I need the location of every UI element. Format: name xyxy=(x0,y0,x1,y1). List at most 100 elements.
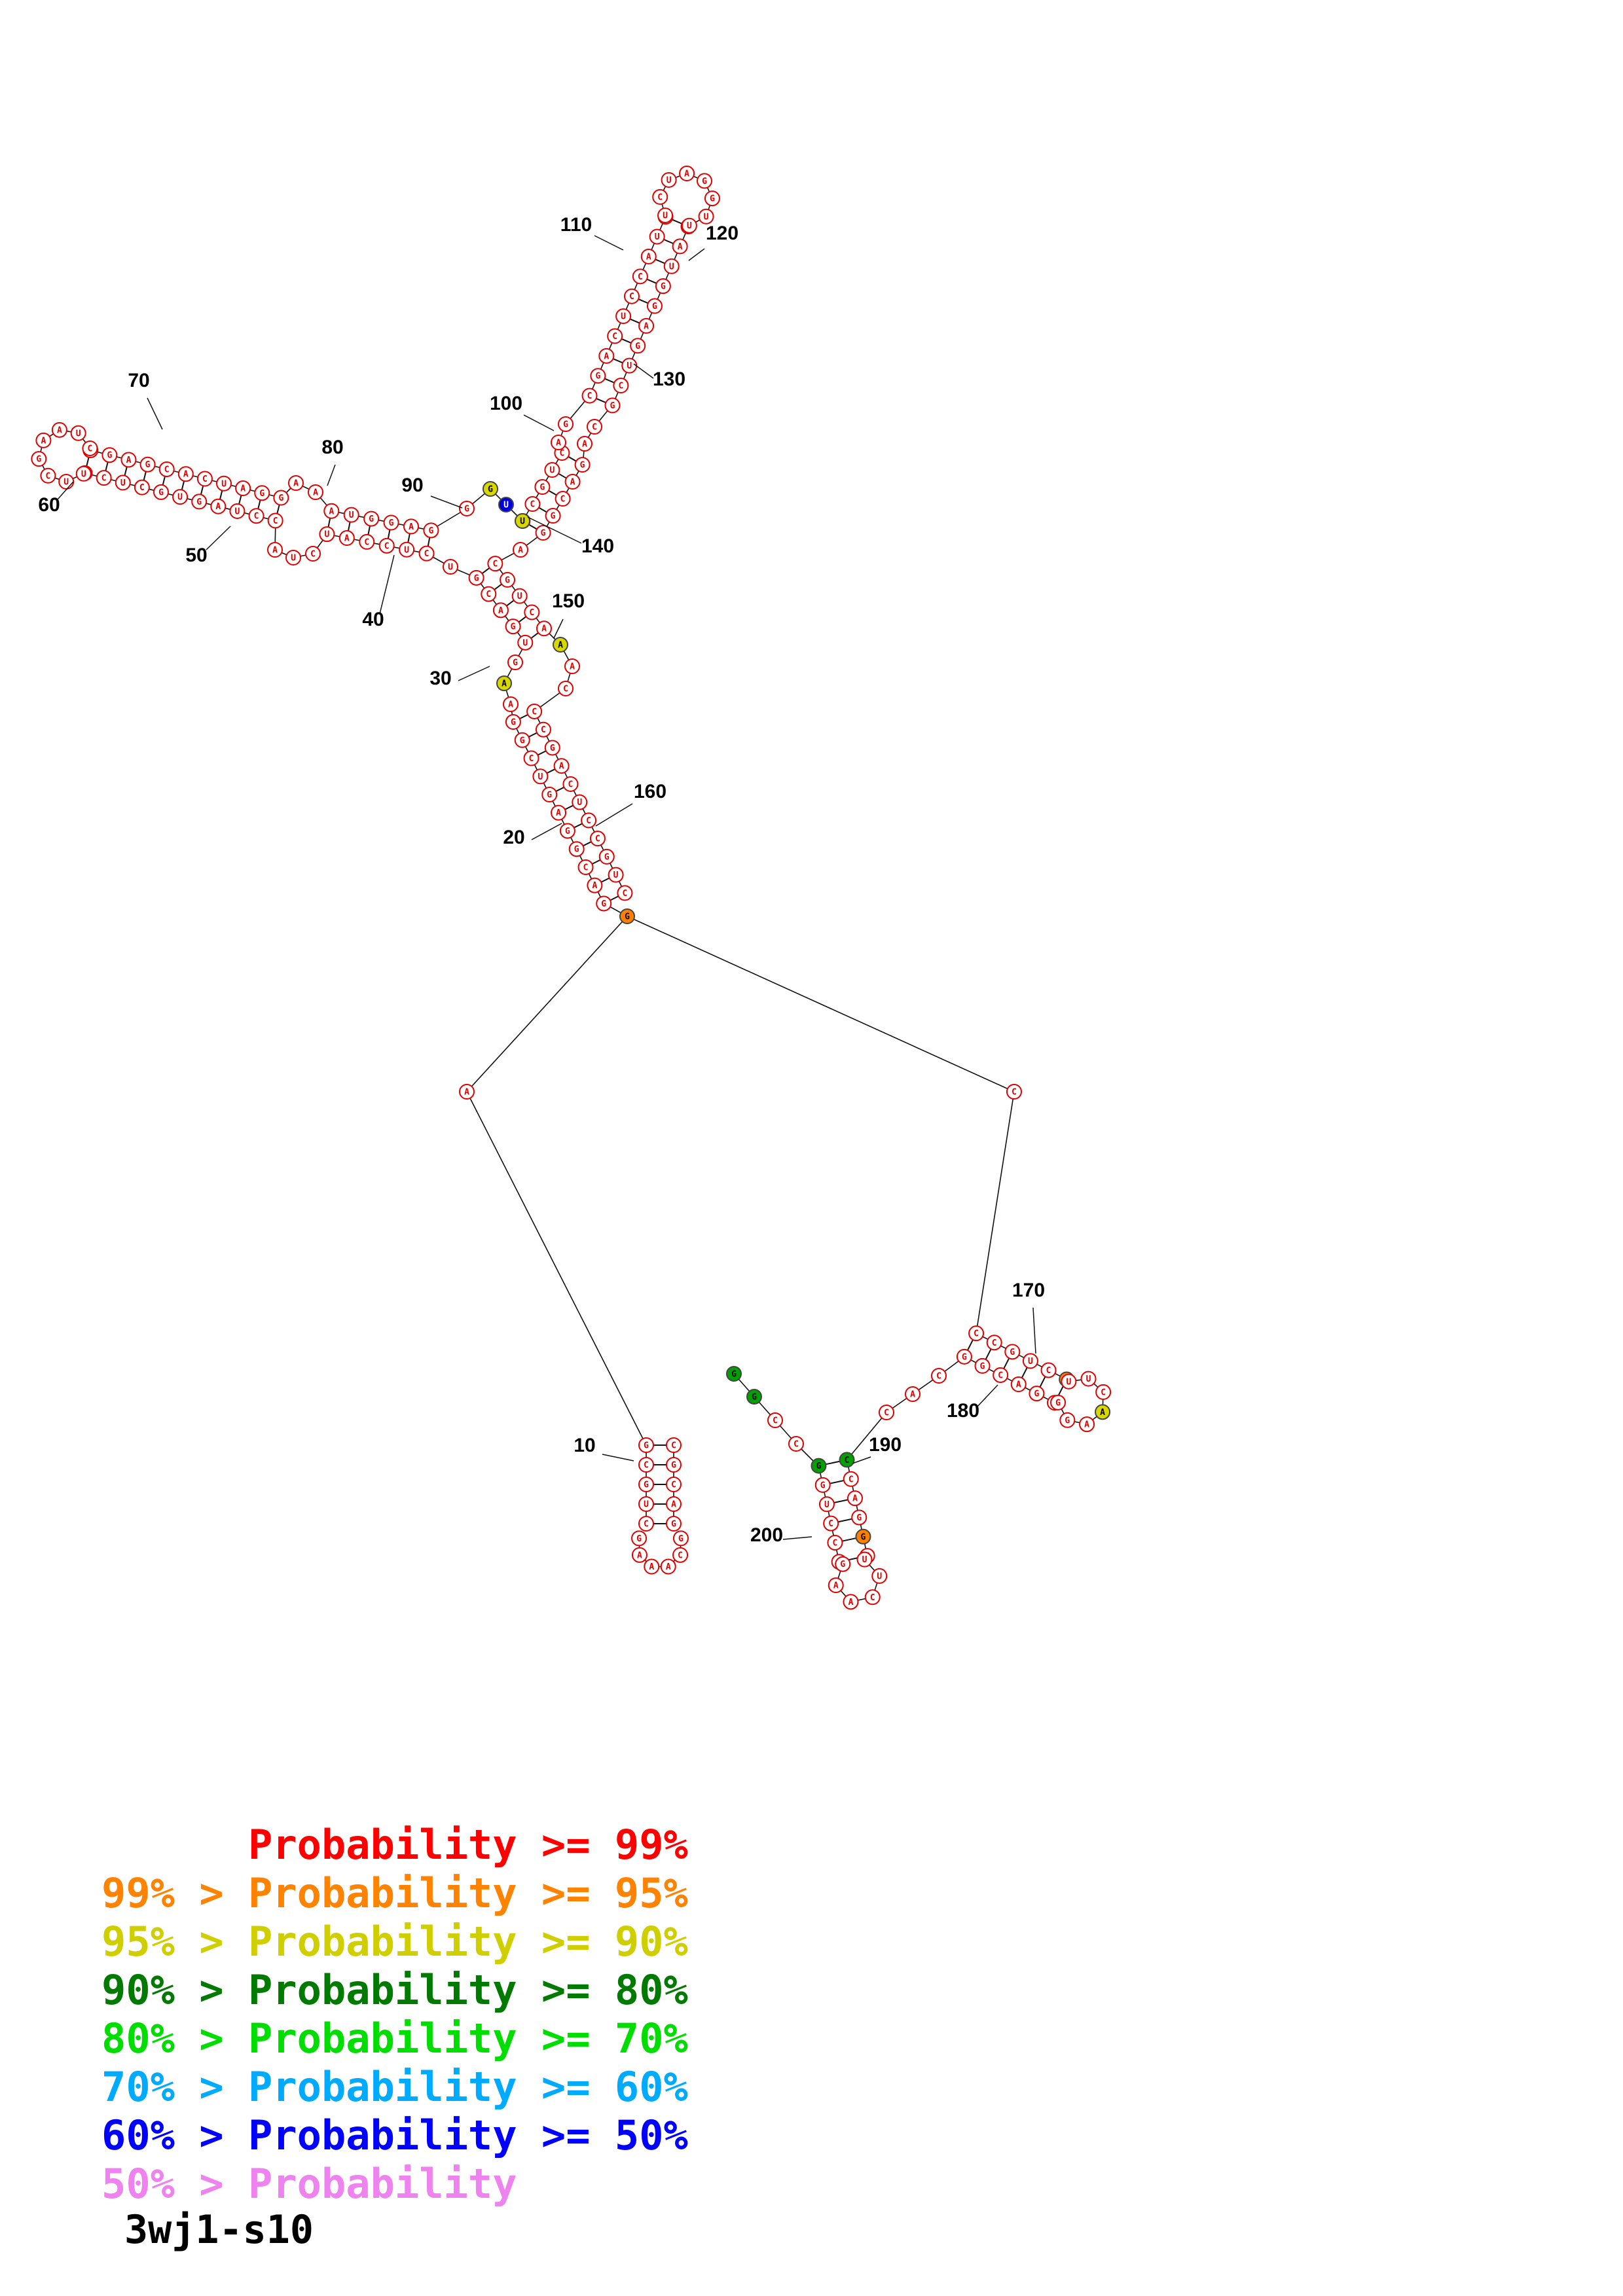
svg-text:C: C xyxy=(678,1551,683,1560)
svg-text:C: C xyxy=(568,780,574,789)
svg-text:U: U xyxy=(522,638,528,648)
nucleotide: C xyxy=(1006,1084,1022,1100)
backbone-line xyxy=(847,1412,887,1460)
svg-text:A: A xyxy=(541,624,547,634)
svg-text:U: U xyxy=(538,772,543,782)
position-label: 120 xyxy=(706,223,739,244)
legend-entry: 90% > Probability >= 80% xyxy=(101,1966,688,2014)
svg-text:A: A xyxy=(570,662,575,672)
nucleotide: A xyxy=(513,542,528,558)
svg-text:C: C xyxy=(310,550,316,560)
svg-text:G: G xyxy=(661,282,666,292)
nucleotide: G xyxy=(1059,1412,1076,1428)
svg-text:A: A xyxy=(1084,1420,1089,1430)
nucleotide: U xyxy=(544,462,560,478)
svg-text:C: C xyxy=(529,608,534,618)
nucleotide: A xyxy=(51,422,67,438)
legend-entry: 50% > Probability xyxy=(101,2160,517,2208)
nucleotide: U xyxy=(681,217,697,234)
svg-text:G: G xyxy=(840,1560,845,1570)
svg-text:C: C xyxy=(793,1440,799,1450)
nucleotide: A xyxy=(551,804,567,821)
nucleotide: G xyxy=(363,511,380,527)
svg-text:G: G xyxy=(1055,1398,1061,1408)
nucleotide: A xyxy=(847,1490,863,1507)
nucleotide: U xyxy=(498,497,514,512)
svg-text:A: A xyxy=(644,321,649,331)
nucleotide: G xyxy=(590,368,606,384)
svg-text:U: U xyxy=(627,361,632,371)
nucleotide: C xyxy=(879,1405,894,1420)
svg-text:A: A xyxy=(272,546,278,556)
svg-text:G: G xyxy=(107,451,112,461)
nucleotide: G xyxy=(459,501,475,516)
svg-text:A: A xyxy=(313,488,318,498)
nucleotide: G xyxy=(631,1530,647,1547)
nucleotide: G xyxy=(814,1477,831,1493)
svg-text:C: C xyxy=(364,537,369,547)
nucleotide: G xyxy=(638,1477,654,1492)
nucleotide: C xyxy=(827,1534,843,1551)
svg-text:G: G xyxy=(671,1520,676,1530)
nucleotide: G xyxy=(534,479,551,495)
nucleotide: C xyxy=(1095,1384,1112,1400)
svg-text:C: C xyxy=(870,1593,875,1603)
position-label: 150 xyxy=(552,590,585,612)
svg-text:A: A xyxy=(57,425,62,435)
nucleotide: C xyxy=(788,1436,804,1452)
nucleotide: C xyxy=(666,1437,682,1453)
svg-text:U: U xyxy=(517,592,522,601)
svg-text:G: G xyxy=(710,194,715,204)
nucleotide: C xyxy=(666,1477,682,1492)
nucleotide: U xyxy=(343,507,359,523)
backbone-line xyxy=(688,248,705,261)
nucleotide: A xyxy=(905,1386,921,1402)
nucleotide: A xyxy=(587,877,603,893)
svg-text:C: C xyxy=(563,685,568,694)
nucleotide: G xyxy=(604,397,621,414)
svg-text:G: G xyxy=(36,455,41,465)
nucleotide: U xyxy=(229,503,246,519)
svg-text:A: A xyxy=(592,881,597,891)
nucleotide: C xyxy=(581,812,597,829)
nucleotide: U xyxy=(172,489,189,505)
nucleotide: A xyxy=(644,1558,660,1575)
nucleotide: C xyxy=(535,721,551,738)
svg-text:U: U xyxy=(613,870,619,880)
svg-text:U: U xyxy=(1066,1377,1071,1387)
svg-text:U: U xyxy=(663,211,668,221)
backbone-line xyxy=(523,414,555,431)
nucleotide: U xyxy=(608,867,624,883)
nucleotide: U xyxy=(532,768,549,785)
backbone-line xyxy=(458,666,490,681)
nucleotide: U xyxy=(515,513,530,529)
legend-entry: 99% > Probability >= 95% xyxy=(101,1869,688,1917)
nucleotide: G xyxy=(1004,1344,1021,1360)
svg-text:G: G xyxy=(702,177,707,187)
nucleotide: A xyxy=(492,602,509,619)
svg-text:A: A xyxy=(501,679,507,689)
nucleotide: C xyxy=(96,470,112,486)
svg-text:A: A xyxy=(582,440,587,450)
nucleotide: U xyxy=(649,228,665,245)
nucleotide: C xyxy=(613,378,629,394)
backbone-line xyxy=(430,495,463,509)
svg-text:G: G xyxy=(580,461,585,471)
svg-text:A: A xyxy=(671,1500,676,1510)
nucleotide: A xyxy=(577,436,593,452)
svg-text:C: C xyxy=(139,483,145,493)
svg-text:C: C xyxy=(586,816,591,826)
nucleotide: C xyxy=(196,471,213,487)
svg-text:U: U xyxy=(666,175,672,185)
nucleotide: A xyxy=(35,432,52,448)
nucleotide: G xyxy=(1029,1386,1045,1402)
backbone-line xyxy=(852,1456,871,1464)
svg-text:G: G xyxy=(511,718,516,728)
nucleotide: C xyxy=(652,188,668,205)
nucleotide: U xyxy=(856,1551,873,1568)
svg-text:G: G xyxy=(820,1480,826,1490)
nucleotide: A xyxy=(177,466,194,482)
nucleotide: G xyxy=(500,571,516,588)
nucleotide: G xyxy=(545,508,561,524)
